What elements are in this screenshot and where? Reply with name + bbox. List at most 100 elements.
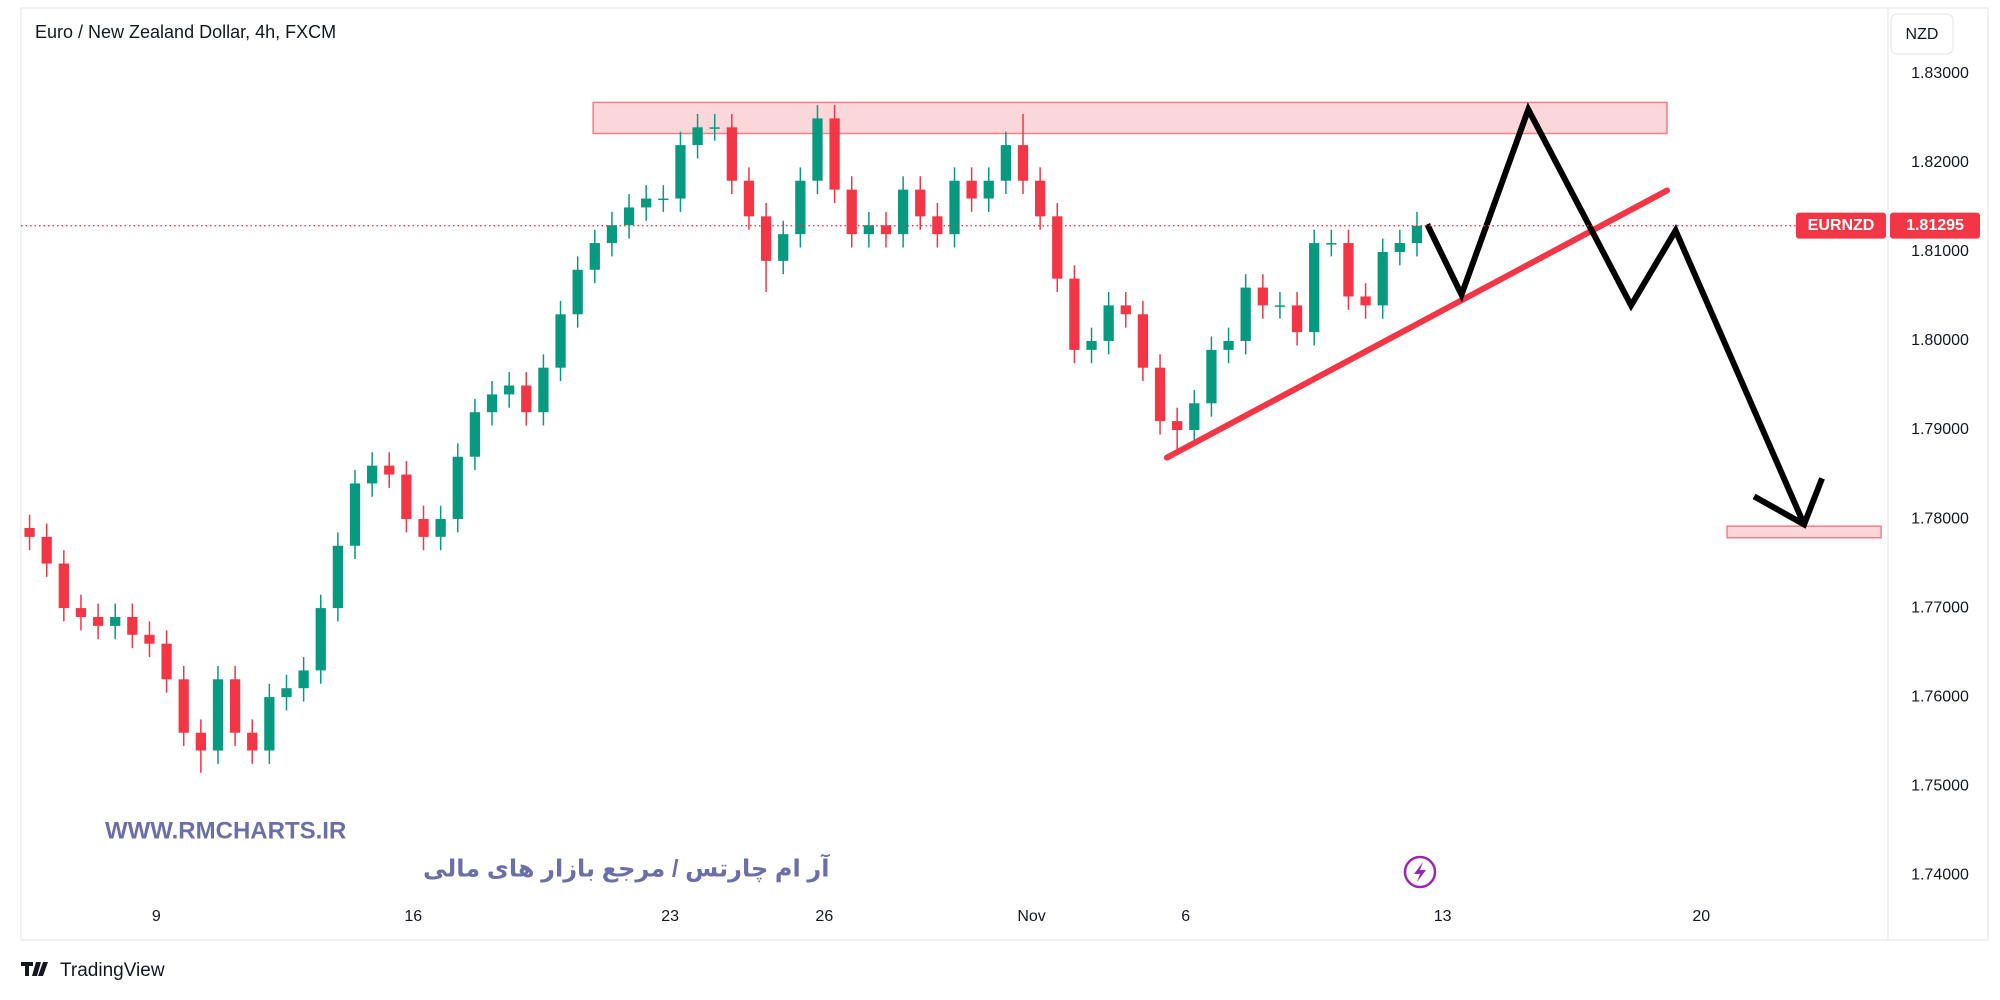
candle-body	[504, 385, 515, 395]
candle-body	[264, 697, 275, 751]
candle-body	[829, 118, 840, 190]
currency-label: NZD	[1906, 26, 1939, 43]
y-tick-label: 1.83000	[1911, 65, 1969, 82]
brand-logo	[21, 962, 48, 976]
candle-body	[1223, 340, 1234, 350]
candle-body	[92, 616, 104, 626]
candle-body	[692, 127, 703, 146]
candle-body	[589, 243, 600, 270]
y-tick-label: 1.77000	[1911, 599, 1969, 616]
candle-body	[623, 207, 635, 226]
candle-body	[298, 670, 309, 689]
candle-body	[1274, 305, 1286, 307]
trendline	[1163, 187, 1671, 461]
symbol-label: EURNZD	[1808, 217, 1875, 234]
x-tick-label: 13	[1434, 908, 1452, 925]
candle-body	[1343, 243, 1354, 297]
zone	[1726, 525, 1882, 539]
x-tick-label: Nov	[1017, 908, 1045, 925]
candle-body	[1000, 145, 1012, 181]
x-tick-label: 16	[404, 908, 422, 925]
price-label: 1.81295	[1906, 217, 1964, 234]
candle-body	[281, 688, 292, 698]
candle-body	[521, 385, 532, 413]
y-tick-label: 1.81000	[1911, 243, 1969, 260]
candle-body	[812, 118, 823, 181]
x-tick-label: 20	[1692, 908, 1710, 925]
y-tick-label: 1.78000	[1911, 510, 1969, 527]
chart-title: Euro / New Zealand Dollar, 4h, FXCM	[35, 22, 336, 42]
y-tick-label: 1.74000	[1911, 866, 1969, 883]
candle-body	[1240, 287, 1251, 341]
x-tick-label: 23	[661, 908, 679, 925]
candle-body	[366, 465, 378, 484]
plot-area	[24, 101, 1882, 773]
candle-body	[1206, 349, 1217, 404]
candle-body	[435, 519, 446, 537]
candle-body	[1326, 243, 1337, 245]
candle-body	[1189, 403, 1200, 431]
candle-body	[24, 527, 35, 537]
candle-body	[966, 180, 977, 199]
candle-body	[161, 643, 172, 680]
y-tick-label: 1.80000	[1911, 332, 1969, 349]
candle-body	[1035, 180, 1046, 217]
candle-body	[846, 189, 857, 235]
candle-body	[1394, 243, 1405, 252]
y-tick-label: 1.82000	[1911, 154, 1969, 171]
candle-body	[178, 679, 189, 733]
candle-body	[1257, 287, 1268, 306]
candle-body	[469, 412, 481, 457]
watermark-url: WWW.RMCHARTS.IR	[105, 817, 346, 844]
candle-body	[760, 216, 772, 261]
candle-body	[555, 314, 566, 368]
candle-body	[486, 394, 498, 413]
candle-body	[932, 216, 943, 235]
symbol-badge	[1796, 212, 1886, 239]
candle-body	[1137, 314, 1149, 368]
candle-body	[1052, 216, 1063, 279]
candle-body	[110, 616, 121, 626]
candle-body	[41, 536, 52, 564]
candle-body	[349, 483, 361, 546]
candle-body	[418, 519, 429, 537]
candle-body	[658, 198, 669, 201]
candle-body	[606, 225, 618, 244]
candle-body	[401, 474, 412, 520]
price-badge	[1890, 212, 1980, 239]
candle-body	[195, 732, 206, 751]
candle-body	[538, 367, 549, 413]
candle-body	[726, 127, 737, 181]
candle-body	[144, 634, 155, 644]
lightning-icon[interactable]	[1403, 855, 1437, 889]
projection-arrowhead	[1752, 477, 1825, 529]
candle-body	[1103, 305, 1114, 341]
candle-body	[675, 145, 686, 199]
brand-name: TradingView	[60, 960, 165, 981]
candle-body	[641, 198, 652, 208]
candle-body	[1291, 305, 1303, 333]
candle-body	[452, 456, 463, 520]
candle-body	[795, 180, 806, 235]
watermark-text: آر ام چارتس / مرجع بازار های مالی	[423, 853, 830, 882]
candle-body	[58, 563, 69, 609]
candle-body	[743, 180, 755, 217]
candle-body	[915, 189, 926, 217]
candle-body	[247, 732, 258, 751]
candle-body	[332, 545, 344, 609]
candle-body	[1172, 421, 1183, 431]
x-tick-label: 6	[1181, 908, 1190, 925]
y-tick-label: 1.79000	[1911, 421, 1969, 438]
candle-body	[1017, 145, 1029, 181]
candle-body	[1069, 278, 1080, 350]
candle-body	[384, 465, 395, 475]
candle-body	[863, 225, 874, 235]
currency-button[interactable]	[1890, 13, 1954, 55]
x-tick-label: 26	[815, 908, 833, 925]
candle-body	[229, 679, 241, 733]
candle-body	[709, 127, 720, 129]
candle-body	[897, 189, 909, 235]
candle-body	[1309, 243, 1320, 333]
